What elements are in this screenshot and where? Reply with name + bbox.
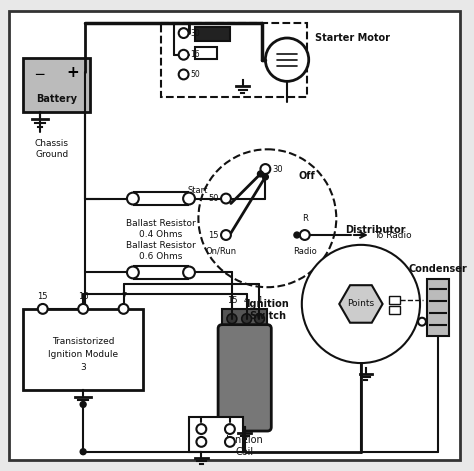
Circle shape: [118, 304, 128, 314]
Circle shape: [127, 267, 139, 278]
Polygon shape: [339, 285, 383, 323]
FancyBboxPatch shape: [23, 309, 143, 390]
Circle shape: [196, 424, 206, 434]
Circle shape: [255, 314, 264, 324]
FancyBboxPatch shape: [134, 192, 188, 205]
Text: 1: 1: [257, 296, 262, 305]
Text: Battery: Battery: [36, 94, 77, 104]
Text: 50: 50: [191, 70, 200, 79]
Circle shape: [227, 314, 237, 324]
Text: +: +: [66, 65, 79, 80]
Circle shape: [80, 449, 86, 455]
Text: 15: 15: [227, 296, 237, 305]
Text: 3: 3: [80, 363, 86, 372]
Text: Ignition
Switch: Ignition Switch: [246, 299, 289, 321]
FancyBboxPatch shape: [134, 266, 188, 279]
Text: To Radio: To Radio: [374, 230, 411, 240]
Circle shape: [225, 424, 235, 434]
Circle shape: [183, 193, 195, 204]
Circle shape: [302, 245, 420, 363]
Text: Ballast Resistor
0.4 Ohms: Ballast Resistor 0.4 Ohms: [126, 219, 196, 239]
Text: Chassis
Ground: Chassis Ground: [35, 139, 69, 159]
Text: 15: 15: [37, 292, 48, 301]
FancyBboxPatch shape: [389, 306, 401, 314]
Text: Radio: Radio: [293, 247, 317, 256]
Circle shape: [80, 401, 86, 407]
FancyBboxPatch shape: [195, 27, 230, 41]
Circle shape: [221, 194, 231, 203]
FancyBboxPatch shape: [195, 47, 217, 59]
Circle shape: [179, 28, 189, 38]
Circle shape: [38, 304, 48, 314]
Text: 7: 7: [121, 292, 126, 301]
Text: Transistorized: Transistorized: [52, 337, 114, 346]
Text: Starter Motor: Starter Motor: [315, 33, 390, 43]
Circle shape: [78, 304, 88, 314]
Text: ─: ─: [36, 68, 44, 82]
FancyBboxPatch shape: [218, 325, 271, 431]
Text: 15: 15: [209, 230, 219, 240]
Text: 16: 16: [191, 50, 200, 59]
Text: On/Run: On/Run: [206, 247, 237, 256]
Text: Start: Start: [188, 186, 208, 195]
Text: R: R: [302, 214, 308, 223]
Text: 16: 16: [78, 292, 89, 301]
Circle shape: [242, 314, 252, 324]
Text: 50: 50: [209, 194, 219, 203]
Circle shape: [179, 50, 189, 60]
FancyBboxPatch shape: [222, 309, 267, 329]
Text: Distributor: Distributor: [346, 225, 406, 235]
Text: Ignition
Coil: Ignition Coil: [226, 435, 263, 456]
Circle shape: [183, 267, 195, 278]
Circle shape: [300, 230, 310, 240]
Circle shape: [263, 174, 268, 180]
Circle shape: [418, 318, 426, 325]
Circle shape: [265, 38, 309, 81]
Text: 30: 30: [272, 164, 283, 173]
FancyBboxPatch shape: [427, 279, 448, 336]
Circle shape: [199, 149, 336, 287]
Circle shape: [294, 232, 300, 238]
Text: Condenser: Condenser: [409, 264, 467, 275]
Circle shape: [257, 171, 264, 177]
Text: Points: Points: [347, 300, 374, 309]
Circle shape: [260, 164, 270, 174]
Circle shape: [196, 437, 206, 447]
Text: 4: 4: [244, 296, 249, 305]
Text: 30: 30: [191, 29, 200, 38]
Circle shape: [179, 70, 189, 80]
Circle shape: [225, 437, 235, 447]
Text: Ignition Module: Ignition Module: [48, 349, 118, 359]
Text: Off: Off: [298, 171, 315, 181]
FancyBboxPatch shape: [189, 417, 243, 452]
Circle shape: [221, 230, 231, 240]
FancyBboxPatch shape: [389, 296, 401, 304]
FancyBboxPatch shape: [23, 58, 90, 112]
Text: Ballast Resistor
0.6 Ohms: Ballast Resistor 0.6 Ohms: [126, 241, 196, 260]
Circle shape: [127, 193, 139, 204]
FancyBboxPatch shape: [9, 11, 460, 460]
